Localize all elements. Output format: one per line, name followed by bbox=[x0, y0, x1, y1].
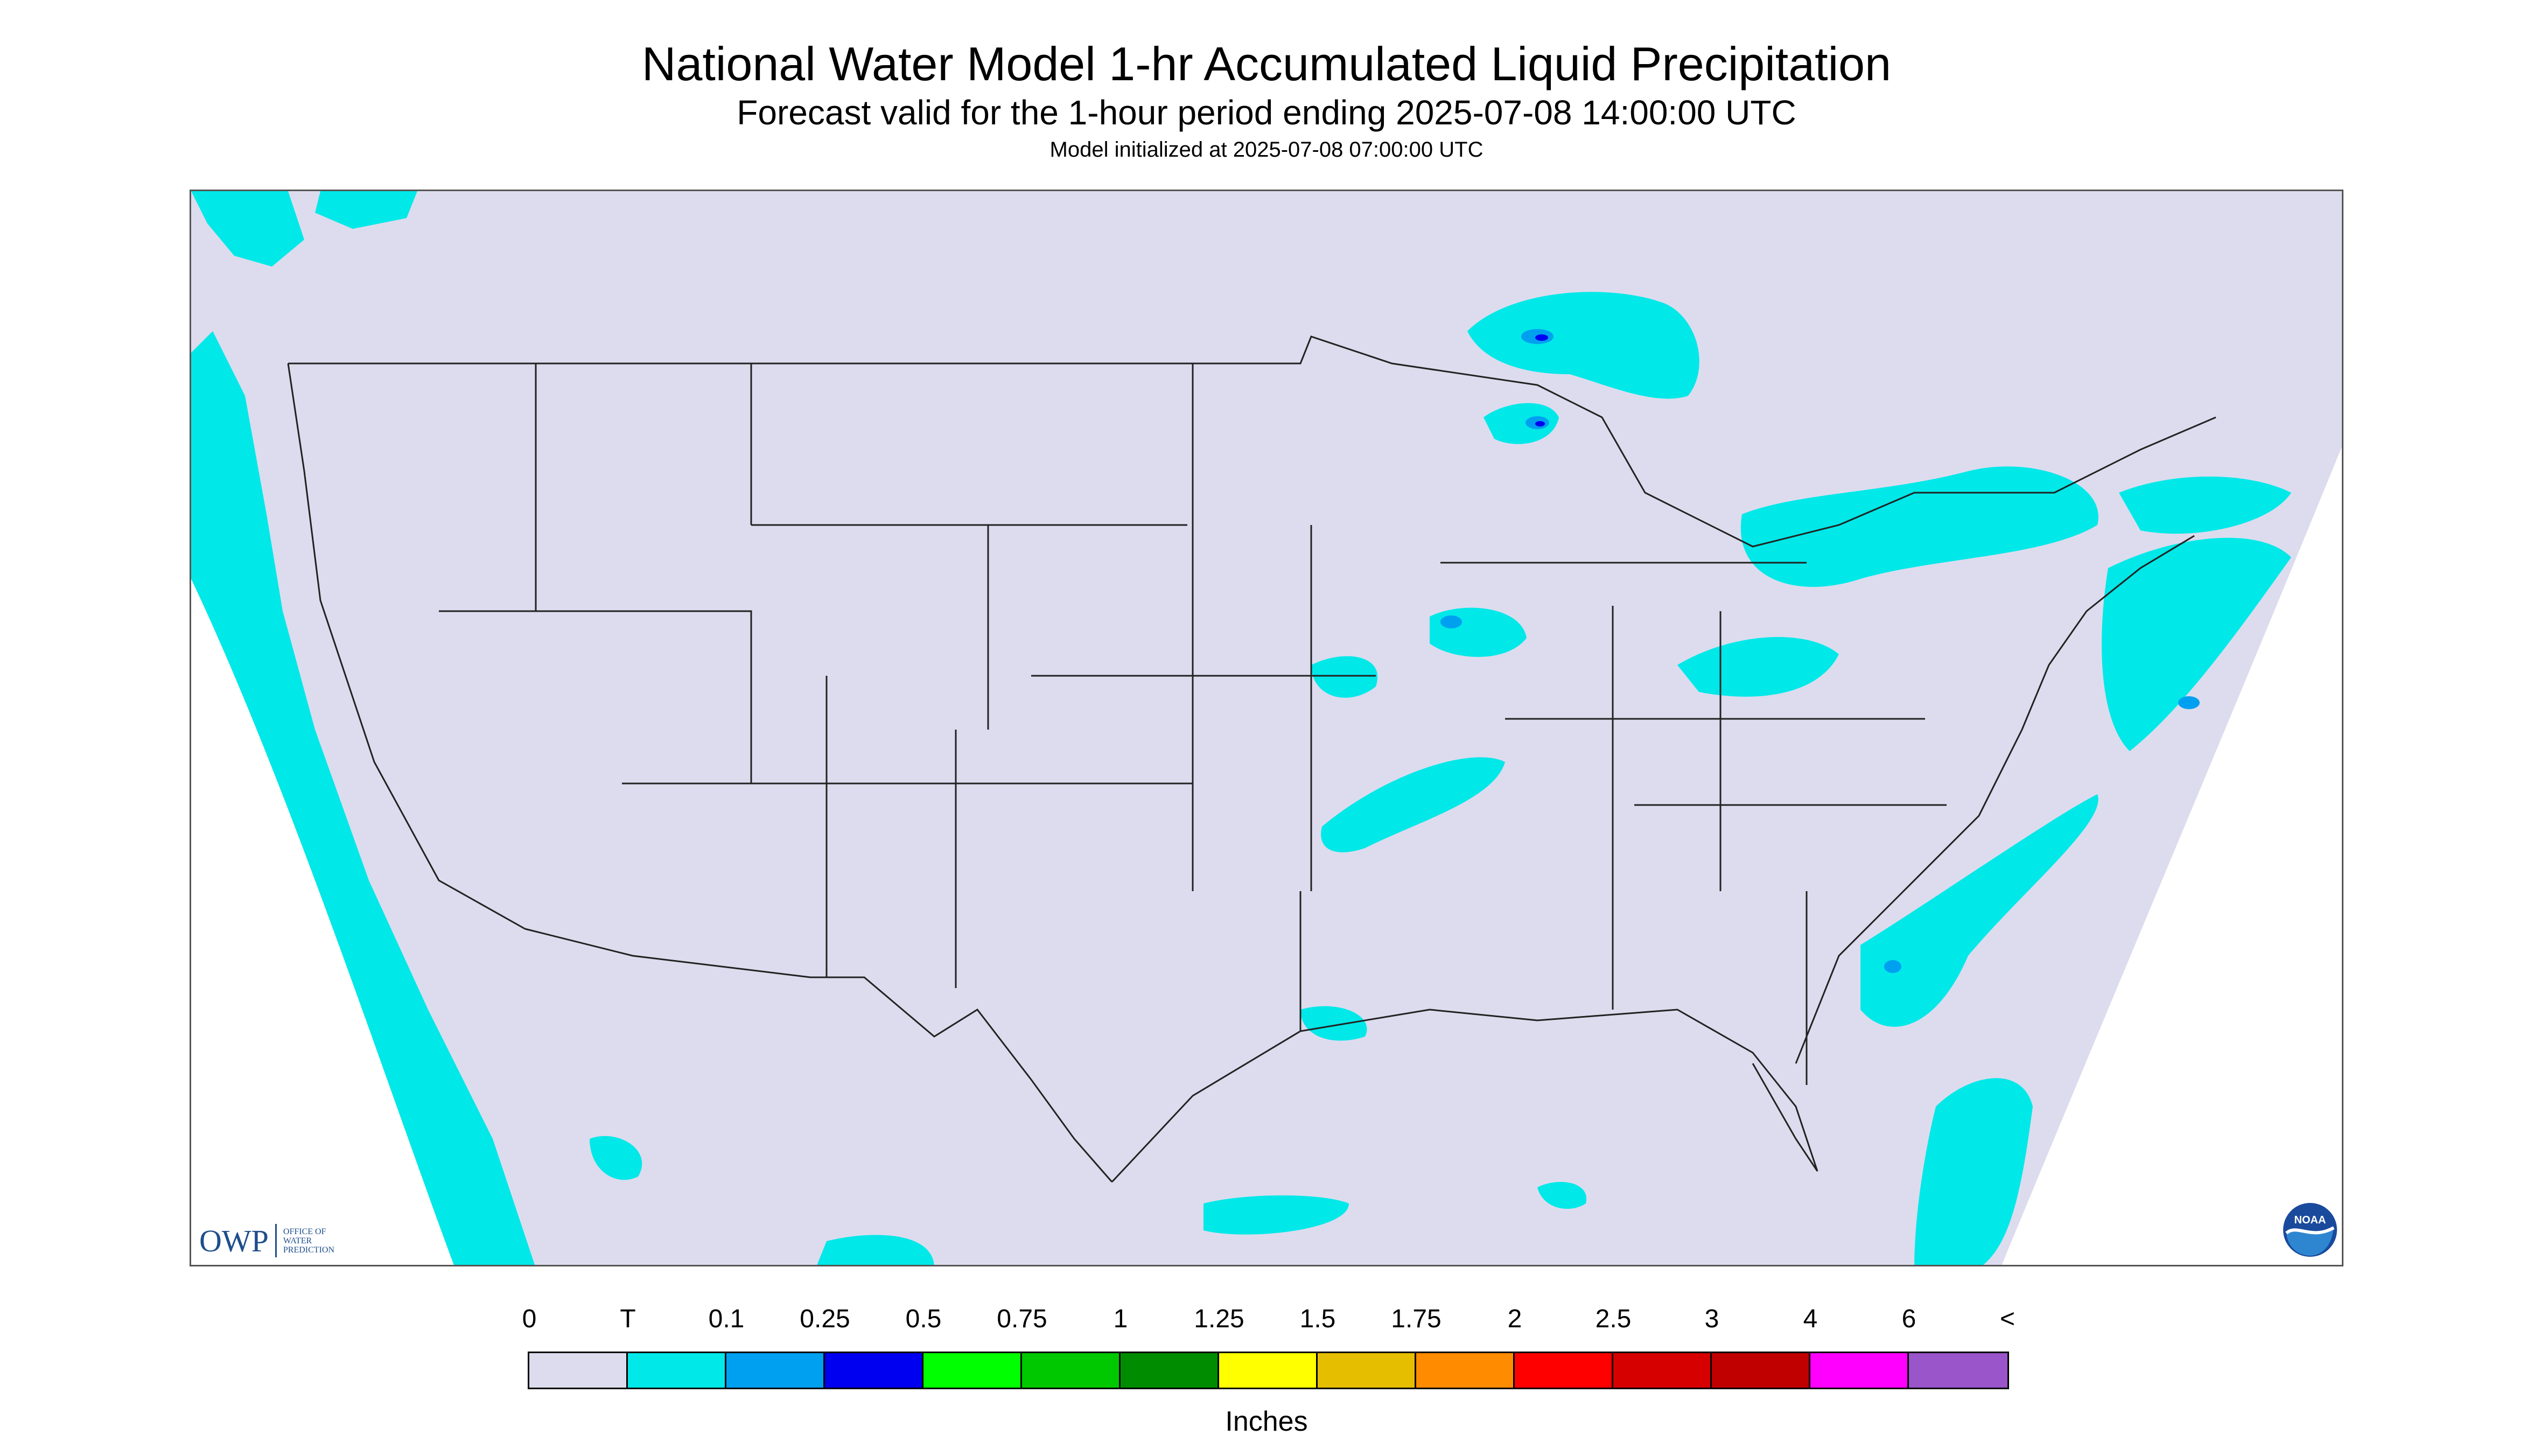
legend-tick-label: < bbox=[1999, 1305, 2016, 1333]
model-domain bbox=[191, 191, 2342, 1265]
great-lakes-east-band bbox=[1740, 466, 2098, 587]
legend-tick-label: 1.75 bbox=[1391, 1305, 1442, 1333]
legend-swatch bbox=[1121, 1353, 1219, 1388]
legend-tick-label: 1 bbox=[1113, 1305, 1128, 1333]
legend-tick-label: 1.5 bbox=[1299, 1305, 1336, 1333]
owp-logo-subtext: OFFICE OF WATER PREDICTION bbox=[283, 1227, 334, 1255]
legend-units: Inches bbox=[1225, 1406, 1308, 1437]
legend-tick-label: 2.5 bbox=[1595, 1305, 1632, 1333]
legend-tick-label: 1.25 bbox=[1194, 1305, 1244, 1333]
legend-tick-label: 0.5 bbox=[905, 1305, 942, 1333]
owp-logo: OWP OFFICE OF WATER PREDICTION bbox=[199, 1219, 353, 1262]
political-boundaries bbox=[287, 335, 2216, 1183]
legend-swatch bbox=[1810, 1353, 1909, 1388]
legend-tick-label: 0.75 bbox=[997, 1305, 1047, 1333]
atlantic-offshore bbox=[2102, 537, 2291, 751]
model-init-line: Model initialized at 2025-07-08 07:00:00… bbox=[1049, 138, 1484, 162]
pacific-nw-patch bbox=[191, 191, 304, 267]
lake-superior-area bbox=[1467, 292, 1699, 399]
legend-swatch bbox=[1613, 1353, 1712, 1388]
legend-swatch bbox=[1219, 1353, 1318, 1388]
pacific-coast-band bbox=[191, 331, 535, 1265]
missouri-patch bbox=[1311, 656, 1378, 698]
iowa-cell bbox=[1440, 615, 1462, 628]
gulf-coastline bbox=[1111, 1009, 1818, 1183]
atlantic-coastline bbox=[1795, 535, 2195, 1064]
ohio-valley-patch bbox=[1677, 636, 1839, 697]
ozark-band bbox=[1321, 757, 1505, 852]
canada-west-patch bbox=[315, 191, 417, 229]
state-lines bbox=[439, 363, 1947, 1085]
forecast-valid-subtitle: Forecast valid for the 1-hour period end… bbox=[737, 93, 1796, 132]
legend-tick-label: 0.1 bbox=[708, 1305, 745, 1333]
noaa-logo-icon: NOAA bbox=[2283, 1203, 2337, 1257]
wisconsin-patch bbox=[1484, 403, 1559, 444]
caribbean-patch bbox=[1914, 1078, 2033, 1265]
wisconsin-core bbox=[1535, 421, 1545, 426]
legend-tick-label: 4 bbox=[1803, 1305, 1818, 1333]
mexico-patch bbox=[1203, 1195, 1349, 1235]
legend-tick-label: 0.25 bbox=[800, 1305, 850, 1333]
gulf-coast-patch bbox=[1300, 1006, 1367, 1041]
atlantic-band bbox=[1860, 794, 2098, 1027]
noaa-logo-text: NOAA bbox=[2294, 1214, 2326, 1226]
legend-swatch bbox=[1022, 1353, 1121, 1388]
legend-tick-label: 2 bbox=[1507, 1305, 1522, 1333]
map-canvas bbox=[191, 191, 2342, 1265]
legend-swatch bbox=[726, 1353, 825, 1388]
legend-swatch bbox=[1909, 1353, 2007, 1388]
moderate-rain-cells bbox=[1535, 334, 1548, 426]
gulf-patch-1 bbox=[1537, 1182, 1587, 1209]
legend-tick-label: 6 bbox=[1901, 1305, 1916, 1333]
legend-swatch bbox=[529, 1353, 628, 1388]
legend-swatch bbox=[825, 1353, 923, 1388]
map-title: National Water Model 1-hr Accumulated Li… bbox=[641, 37, 1892, 90]
owp-logo-text: OWP bbox=[199, 1223, 269, 1258]
legend-swatch bbox=[1416, 1353, 1515, 1388]
legend-swatch bbox=[1318, 1353, 1416, 1388]
us-canada-border bbox=[288, 335, 2216, 548]
pacific-coastline bbox=[287, 363, 526, 930]
superior-core bbox=[1535, 334, 1548, 341]
legend-colorbar bbox=[528, 1352, 2009, 1389]
new-england-patch bbox=[2119, 477, 2291, 534]
legend-swatch bbox=[923, 1353, 1022, 1388]
legend-swatch bbox=[1515, 1353, 1613, 1388]
baja-patch bbox=[590, 1136, 642, 1180]
mexico-pacific-patch bbox=[817, 1235, 934, 1265]
atlantic-cell-2 bbox=[1884, 960, 1901, 973]
legend-tick-label: 0 bbox=[522, 1305, 537, 1333]
legend-swatch bbox=[1712, 1353, 1810, 1388]
precipitation-map bbox=[190, 190, 2343, 1266]
us-mexico-border bbox=[524, 928, 1113, 1182]
legend-swatch bbox=[628, 1353, 726, 1388]
legend-tick-label: T bbox=[620, 1305, 636, 1333]
legend-tick-label: 3 bbox=[1704, 1305, 1719, 1333]
trace-precip-areas bbox=[191, 191, 2291, 1265]
atlantic-cell-1 bbox=[2178, 696, 2200, 709]
owp-logo-separator bbox=[275, 1224, 277, 1257]
light-rain-cells bbox=[1440, 329, 2200, 973]
